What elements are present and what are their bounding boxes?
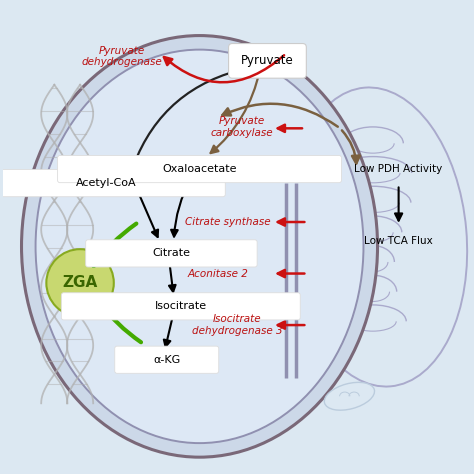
Text: Aconitase 2: Aconitase 2 (188, 269, 249, 279)
Text: Citrate synthase: Citrate synthase (185, 217, 271, 227)
Text: Low PDH Activity: Low PDH Activity (355, 164, 443, 174)
FancyBboxPatch shape (0, 170, 225, 197)
FancyBboxPatch shape (115, 346, 219, 374)
Ellipse shape (324, 383, 374, 410)
Text: Acetyl-CoA: Acetyl-CoA (75, 178, 136, 188)
FancyBboxPatch shape (57, 155, 341, 182)
Text: Low TCA Flux: Low TCA Flux (364, 236, 433, 246)
FancyBboxPatch shape (61, 293, 300, 320)
FancyBboxPatch shape (228, 44, 306, 78)
Text: Isocitrate: Isocitrate (155, 301, 207, 311)
Text: Pyruvate: Pyruvate (241, 55, 294, 67)
Ellipse shape (36, 50, 364, 443)
Text: Isocitrate
dehydrogenase 3: Isocitrate dehydrogenase 3 (191, 314, 283, 336)
Text: Pyruvate
dehydrogenase: Pyruvate dehydrogenase (82, 46, 163, 67)
FancyBboxPatch shape (86, 240, 257, 267)
Text: Pyruvate
carboxylase: Pyruvate carboxylase (210, 116, 273, 138)
Text: Oxaloacetate: Oxaloacetate (162, 164, 237, 174)
Text: α-KG: α-KG (153, 355, 181, 365)
Text: Citrate: Citrate (153, 248, 191, 258)
Ellipse shape (288, 88, 467, 386)
Circle shape (46, 249, 114, 317)
Ellipse shape (21, 36, 377, 457)
Text: ZGA: ZGA (63, 275, 98, 291)
